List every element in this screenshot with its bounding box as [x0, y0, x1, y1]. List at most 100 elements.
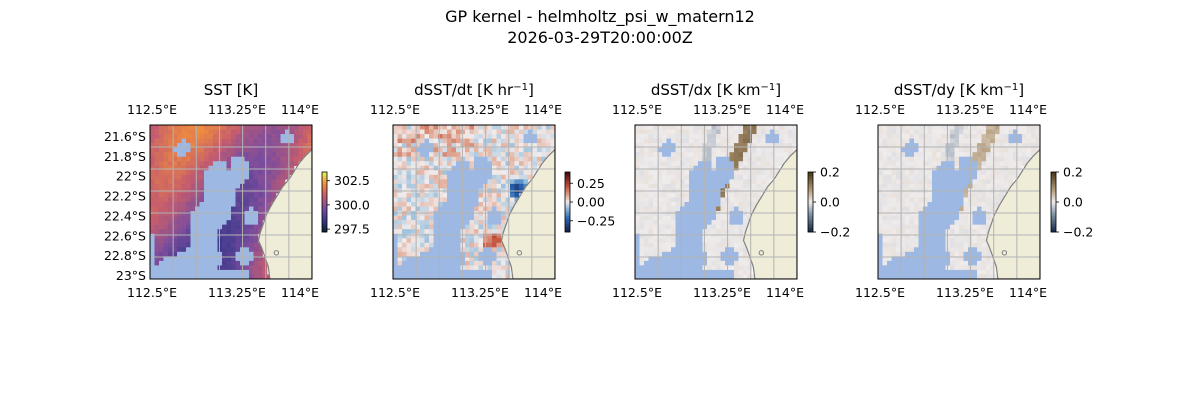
- heatmap-cell: [1035, 147, 1040, 153]
- heatmap-cell: [177, 161, 182, 167]
- heatmap-cell: [693, 170, 699, 176]
- heatmap-cell: [163, 134, 169, 139]
- heatmap-cell: [424, 215, 430, 221]
- heatmap-cell: [891, 233, 897, 239]
- colorbar-segment: [808, 210, 813, 213]
- colorbar-dsst_dt: 0.250.00−0.25: [564, 171, 615, 233]
- heatmap-cell: [905, 251, 910, 257]
- heatmap-cell: [406, 143, 412, 148]
- heatmap-cell: [1008, 161, 1014, 167]
- heatmap-cell: [505, 197, 511, 203]
- heatmap-cell: [639, 183, 645, 189]
- heatmap-cell: [734, 161, 739, 167]
- heatmap-cell: [963, 174, 969, 180]
- heatmap-cell: [168, 138, 173, 144]
- heatmap-cell: [963, 192, 969, 198]
- heatmap-cell: [743, 138, 748, 144]
- panel-title-end: ]: [528, 81, 534, 99]
- heatmap-cell: [208, 161, 214, 167]
- heatmap-cell: [397, 183, 403, 189]
- heatmap-cell: [1022, 156, 1027, 162]
- heatmap-cell: [478, 242, 484, 248]
- heatmap-cell: [891, 143, 897, 148]
- heatmap-cell: [639, 269, 645, 275]
- heatmap-cell: [950, 179, 955, 185]
- heatmap-cell: [675, 125, 681, 130]
- heatmap-cell: [738, 202, 744, 207]
- heatmap-cell: [222, 138, 227, 144]
- heatmap-cell: [635, 138, 640, 144]
- heatmap-cell: [666, 129, 672, 135]
- heatmap-cell: [734, 156, 739, 162]
- heatmap-cell: [959, 170, 964, 176]
- heatmap-cell: [716, 179, 721, 185]
- heatmap-cell: [689, 125, 694, 130]
- heatmap-cell: [456, 170, 461, 176]
- heatmap-cell: [671, 156, 676, 162]
- colorbar-segment: [1051, 200, 1056, 203]
- heatmap-cell: [990, 197, 996, 203]
- heatmap-cell: [639, 233, 645, 239]
- heatmap-cell: [927, 238, 933, 244]
- heatmap-cell: [253, 215, 259, 221]
- heatmap-cell: [501, 161, 506, 167]
- heatmap-cell: [181, 238, 187, 244]
- heatmap-cell: [639, 156, 645, 162]
- heatmap-cell: [438, 161, 443, 167]
- heatmap-cell: [177, 183, 182, 189]
- heatmap-cell: [788, 125, 793, 130]
- heatmap-cell: [222, 197, 227, 203]
- heatmap-cell: [393, 174, 398, 180]
- heatmap-cell: [150, 247, 155, 253]
- heatmap-cell: [429, 165, 434, 171]
- heatmap-cell: [177, 269, 182, 275]
- heatmap-cell: [501, 202, 506, 207]
- heatmap-cell: [231, 229, 236, 235]
- heatmap-cell: [720, 183, 726, 189]
- heatmap-cell: [950, 170, 955, 176]
- heatmap-cell: [981, 125, 987, 130]
- heatmap-cell: [747, 269, 753, 275]
- heatmap-cell: [271, 143, 277, 148]
- heatmap-cell: [523, 179, 529, 185]
- heatmap-cell: [954, 274, 960, 279]
- heatmap-cell: [474, 220, 479, 225]
- heatmap-cell: [204, 138, 209, 144]
- heatmap-cell: [653, 170, 658, 176]
- heatmap-cell: [451, 170, 457, 176]
- heatmap-cell: [689, 165, 694, 171]
- heatmap-cell: [154, 183, 160, 189]
- heatmap-cell: [474, 247, 479, 253]
- heatmap-cell: [231, 152, 236, 158]
- heatmap-cell: [213, 202, 218, 207]
- heatmap-cell: [177, 274, 182, 279]
- heatmap-cell: [738, 152, 744, 158]
- heatmap-cell: [1013, 147, 1018, 153]
- heatmap-cell: [474, 170, 479, 176]
- heatmap-cell: [738, 224, 744, 230]
- heatmap-cell: [653, 233, 658, 239]
- heatmap-cell: [891, 170, 897, 176]
- heatmap-cell: [244, 206, 250, 212]
- heatmap-cell: [720, 165, 726, 171]
- heatmap-cell: [711, 247, 717, 253]
- heatmap-cell: [936, 129, 942, 135]
- heatmap-cell: [168, 134, 173, 139]
- heatmap-cell: [204, 202, 209, 207]
- heatmap-cell: [415, 152, 421, 158]
- heatmap-cell: [510, 179, 515, 185]
- heatmap-cell: [541, 129, 547, 135]
- heatmap-cell: [887, 174, 892, 180]
- heatmap-cell: [249, 224, 254, 230]
- heatmap-cell: [635, 165, 640, 171]
- heatmap-cell: [150, 242, 155, 248]
- heatmap-cell: [918, 179, 924, 185]
- heatmap-cell: [657, 161, 663, 167]
- heatmap-cell: [505, 129, 511, 135]
- heatmap-cell: [159, 174, 164, 180]
- colorbar-segment: [808, 172, 813, 175]
- heatmap-cell: [981, 202, 987, 207]
- heatmap-cell: [680, 247, 685, 253]
- heatmap-cell: [150, 215, 155, 221]
- heatmap-cell: [289, 147, 295, 153]
